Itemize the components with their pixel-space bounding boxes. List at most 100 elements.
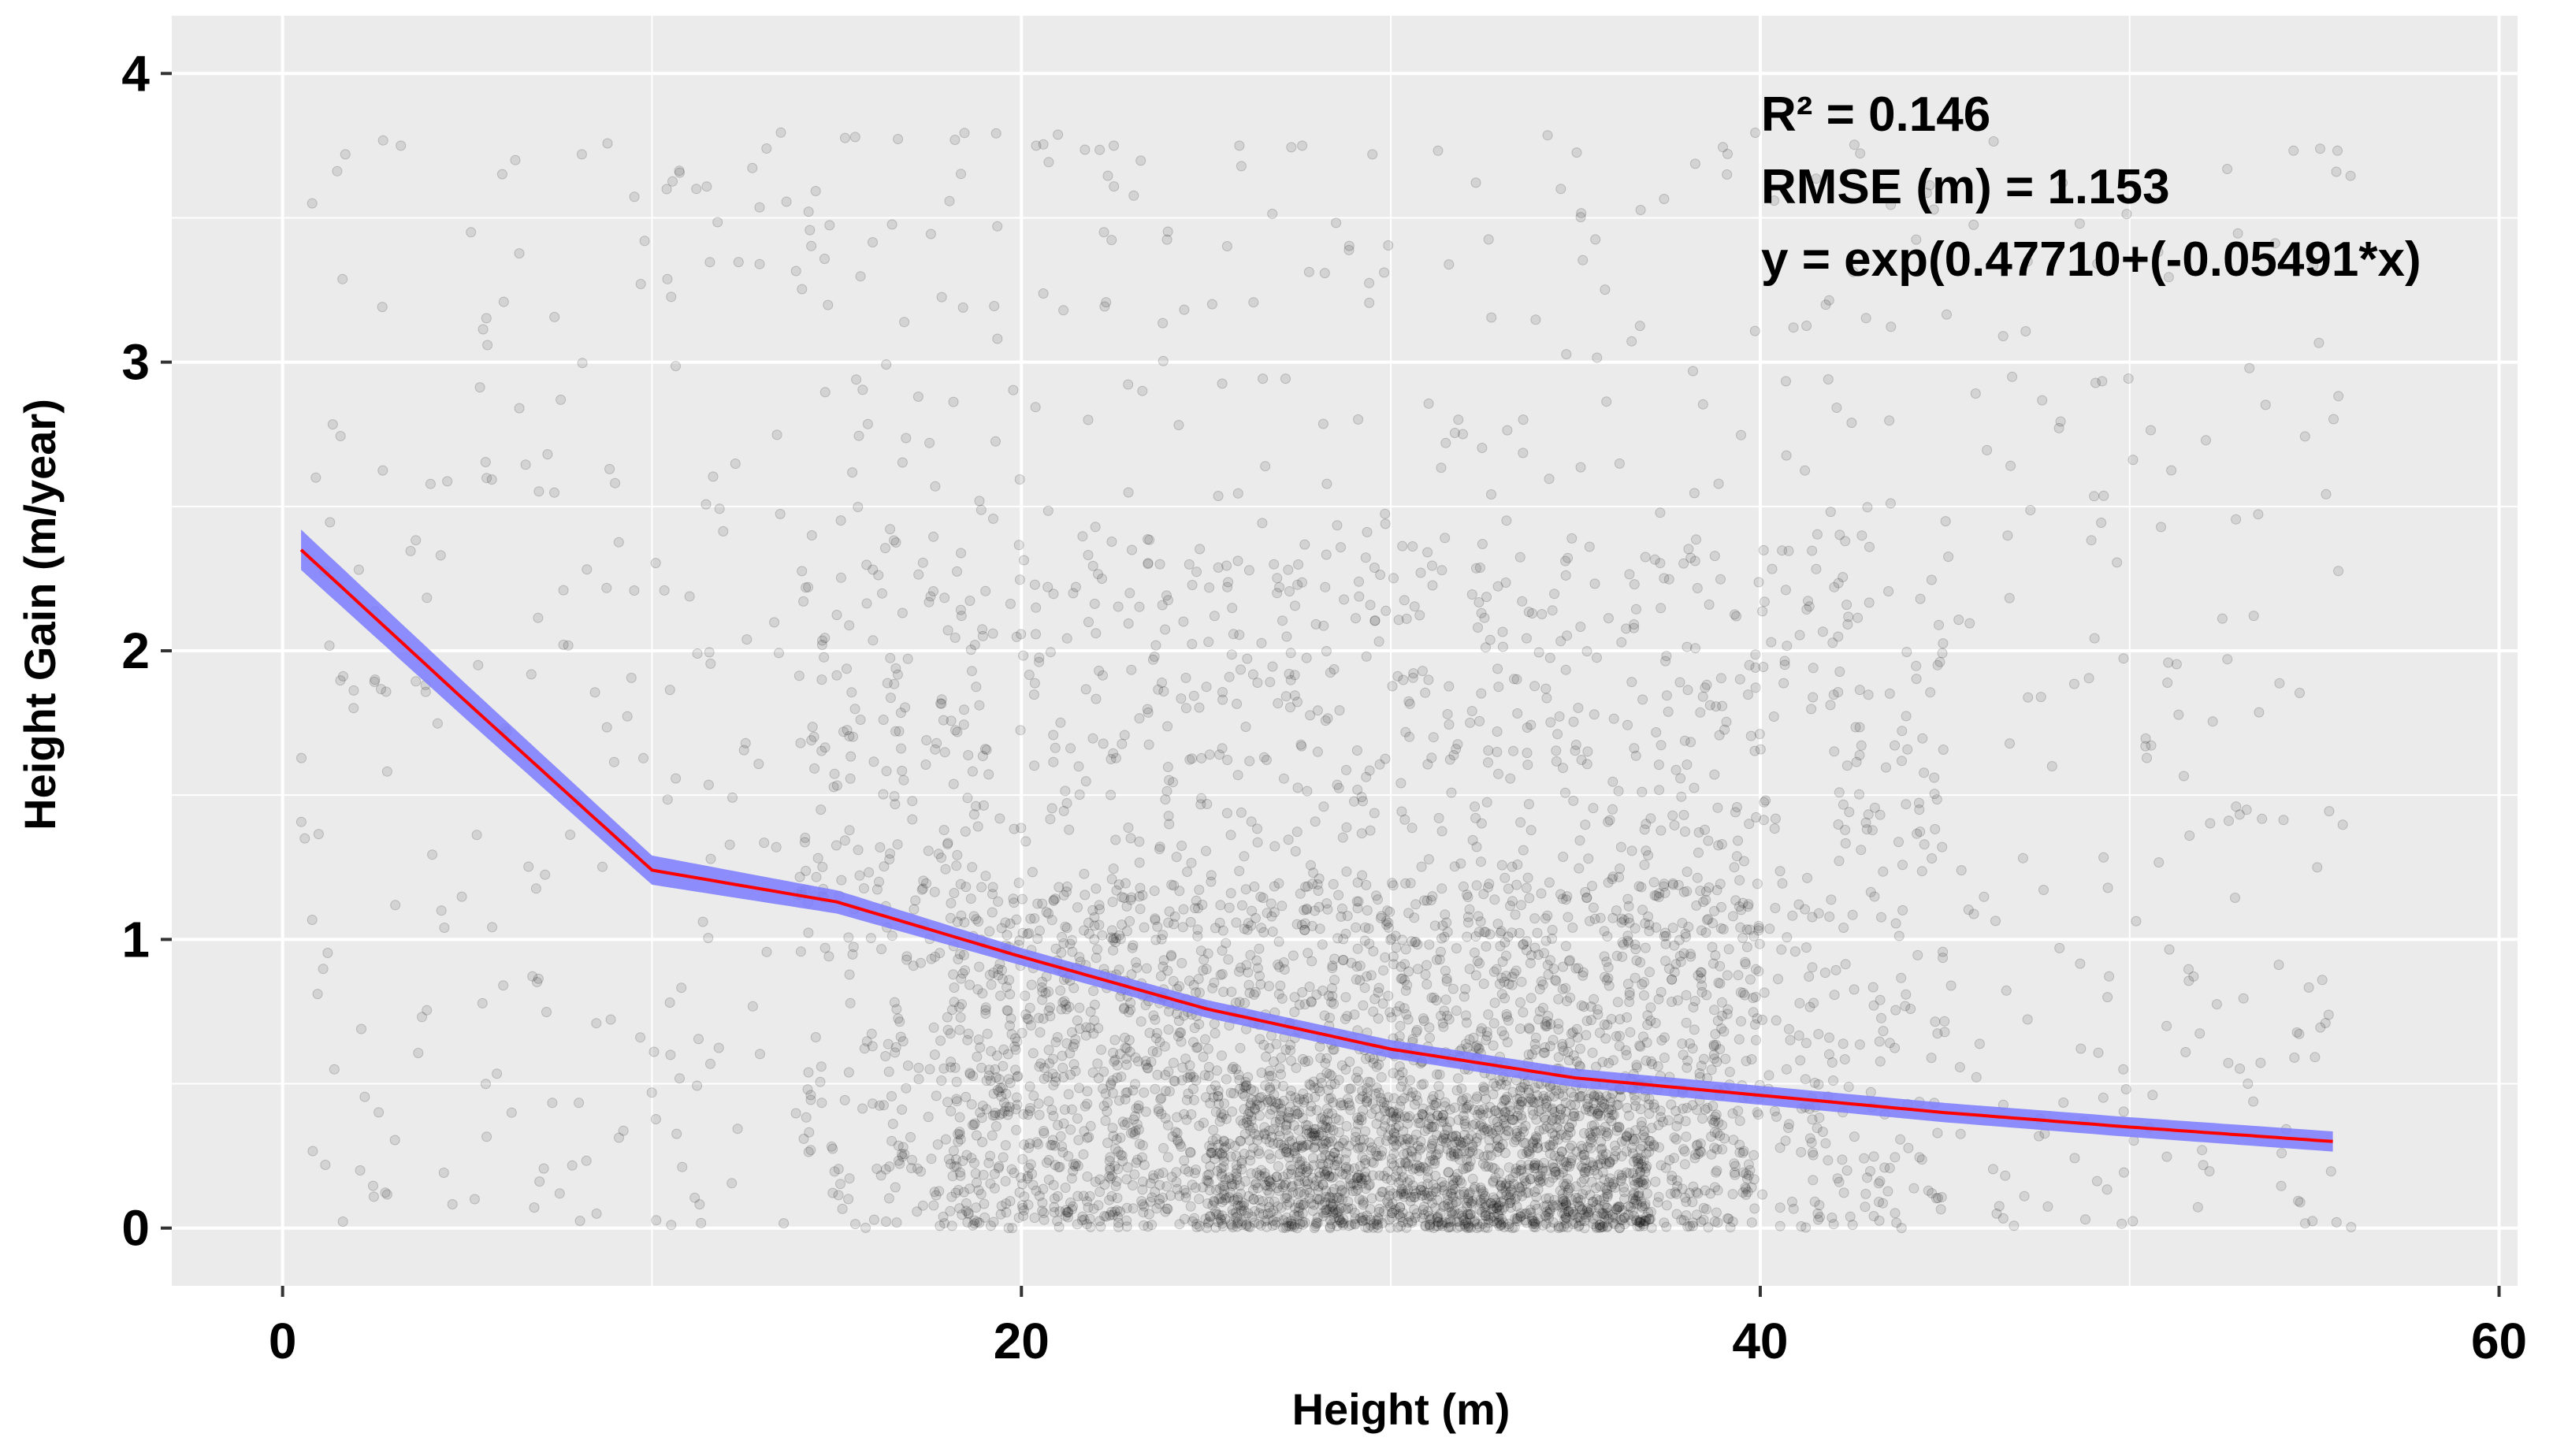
data-point (1243, 979, 1254, 990)
data-point (1364, 938, 1375, 949)
data-point (1988, 136, 1999, 147)
data-point (1038, 288, 1049, 299)
data-point (1189, 1023, 1200, 1034)
data-point (1267, 661, 1278, 672)
data-point (779, 1218, 790, 1229)
data-point (1603, 1127, 1614, 1138)
data-point (1566, 533, 1578, 544)
data-point (1812, 1208, 1823, 1219)
data-point (1781, 450, 1792, 461)
data-point (1228, 629, 1239, 640)
data-point (1042, 505, 1054, 516)
data-point (949, 1062, 961, 1073)
data-point (348, 685, 359, 696)
data-point (547, 1098, 558, 1109)
data-point (1483, 1009, 1494, 1020)
data-point (1158, 686, 1169, 696)
data-point (1566, 1100, 1576, 1111)
data-point (1645, 1002, 1656, 1013)
data-point (1911, 234, 1922, 245)
data-point (1800, 1222, 1812, 1233)
data-point (1720, 1053, 1731, 1064)
data-point (1387, 681, 1398, 692)
data-point (1002, 1005, 1013, 1016)
data-point (993, 1163, 1004, 1174)
data-point (897, 1151, 908, 1162)
data-point (674, 165, 685, 176)
data-point (1201, 1153, 1212, 1164)
data-point (1695, 1146, 1705, 1157)
data-point (974, 961, 985, 972)
data-point (1541, 693, 1552, 704)
data-point (1587, 1047, 1598, 1058)
data-point (1012, 1036, 1023, 1047)
data-point (2055, 416, 2066, 427)
data-point (1180, 703, 1191, 714)
data-point (1094, 904, 1105, 915)
data-point (1252, 1183, 1263, 1194)
data-point (1299, 924, 1310, 935)
data-point (1484, 1135, 1495, 1146)
data-point (1482, 1222, 1493, 1233)
data-point (1688, 1002, 1699, 1012)
data-point (946, 715, 957, 726)
data-point (1617, 937, 1628, 948)
data-point (1929, 772, 1940, 783)
data-point (1031, 629, 1041, 640)
data-point (1890, 1152, 1901, 1163)
data-point (1082, 1171, 1093, 1182)
data-point (1384, 1007, 1395, 1018)
data-point (1489, 894, 1500, 905)
data-point (2192, 1202, 2203, 1213)
data-point (1176, 693, 1187, 704)
data-point (1825, 507, 1836, 518)
data-point (1035, 1027, 1046, 1038)
data-point (1466, 706, 1477, 716)
data-point (1127, 942, 1138, 953)
data-point (1259, 1122, 1270, 1133)
data-point (954, 1001, 964, 1012)
data-point (1236, 161, 1247, 172)
data-point (1065, 1069, 1076, 1080)
data-point (1561, 349, 1572, 360)
data-point (835, 572, 846, 583)
data-point (950, 725, 961, 736)
data-point (881, 359, 892, 370)
data-point (1275, 1179, 1286, 1190)
data-point (1194, 1194, 1205, 1205)
data-point (1916, 866, 1927, 877)
data-point (1391, 1006, 1402, 1017)
data-point (2093, 1047, 2104, 1058)
data-point (1421, 895, 1433, 906)
data-point (1710, 1029, 1721, 1039)
data-point (1782, 641, 1793, 652)
data-point (1158, 318, 1169, 329)
data-point (894, 726, 905, 737)
data-point (874, 1100, 885, 1111)
data-point (884, 854, 895, 865)
data-point (1447, 983, 1459, 994)
data-point (1563, 552, 1574, 563)
data-point (1162, 721, 1173, 732)
data-point (1072, 1161, 1083, 1172)
data-point (1149, 652, 1160, 662)
data-point (1911, 674, 1922, 685)
data-point (1838, 799, 1849, 810)
data-point (1916, 1154, 1927, 1165)
data-point (1447, 1140, 1458, 1151)
data-point (1979, 891, 1990, 902)
data-point (1309, 1083, 1320, 1094)
data-point (1683, 544, 1694, 555)
data-point (1077, 531, 1088, 542)
data-point (951, 1076, 962, 1087)
data-point (318, 964, 329, 975)
data-point (1734, 1116, 1745, 1127)
data-point (312, 989, 323, 1000)
data-point (1853, 612, 1864, 623)
data-point (727, 792, 738, 803)
data-point (1451, 744, 1462, 755)
data-point (886, 1135, 897, 1146)
data-point (1309, 1124, 1320, 1135)
data-point (2345, 170, 2356, 181)
data-point (1550, 1130, 1560, 1141)
